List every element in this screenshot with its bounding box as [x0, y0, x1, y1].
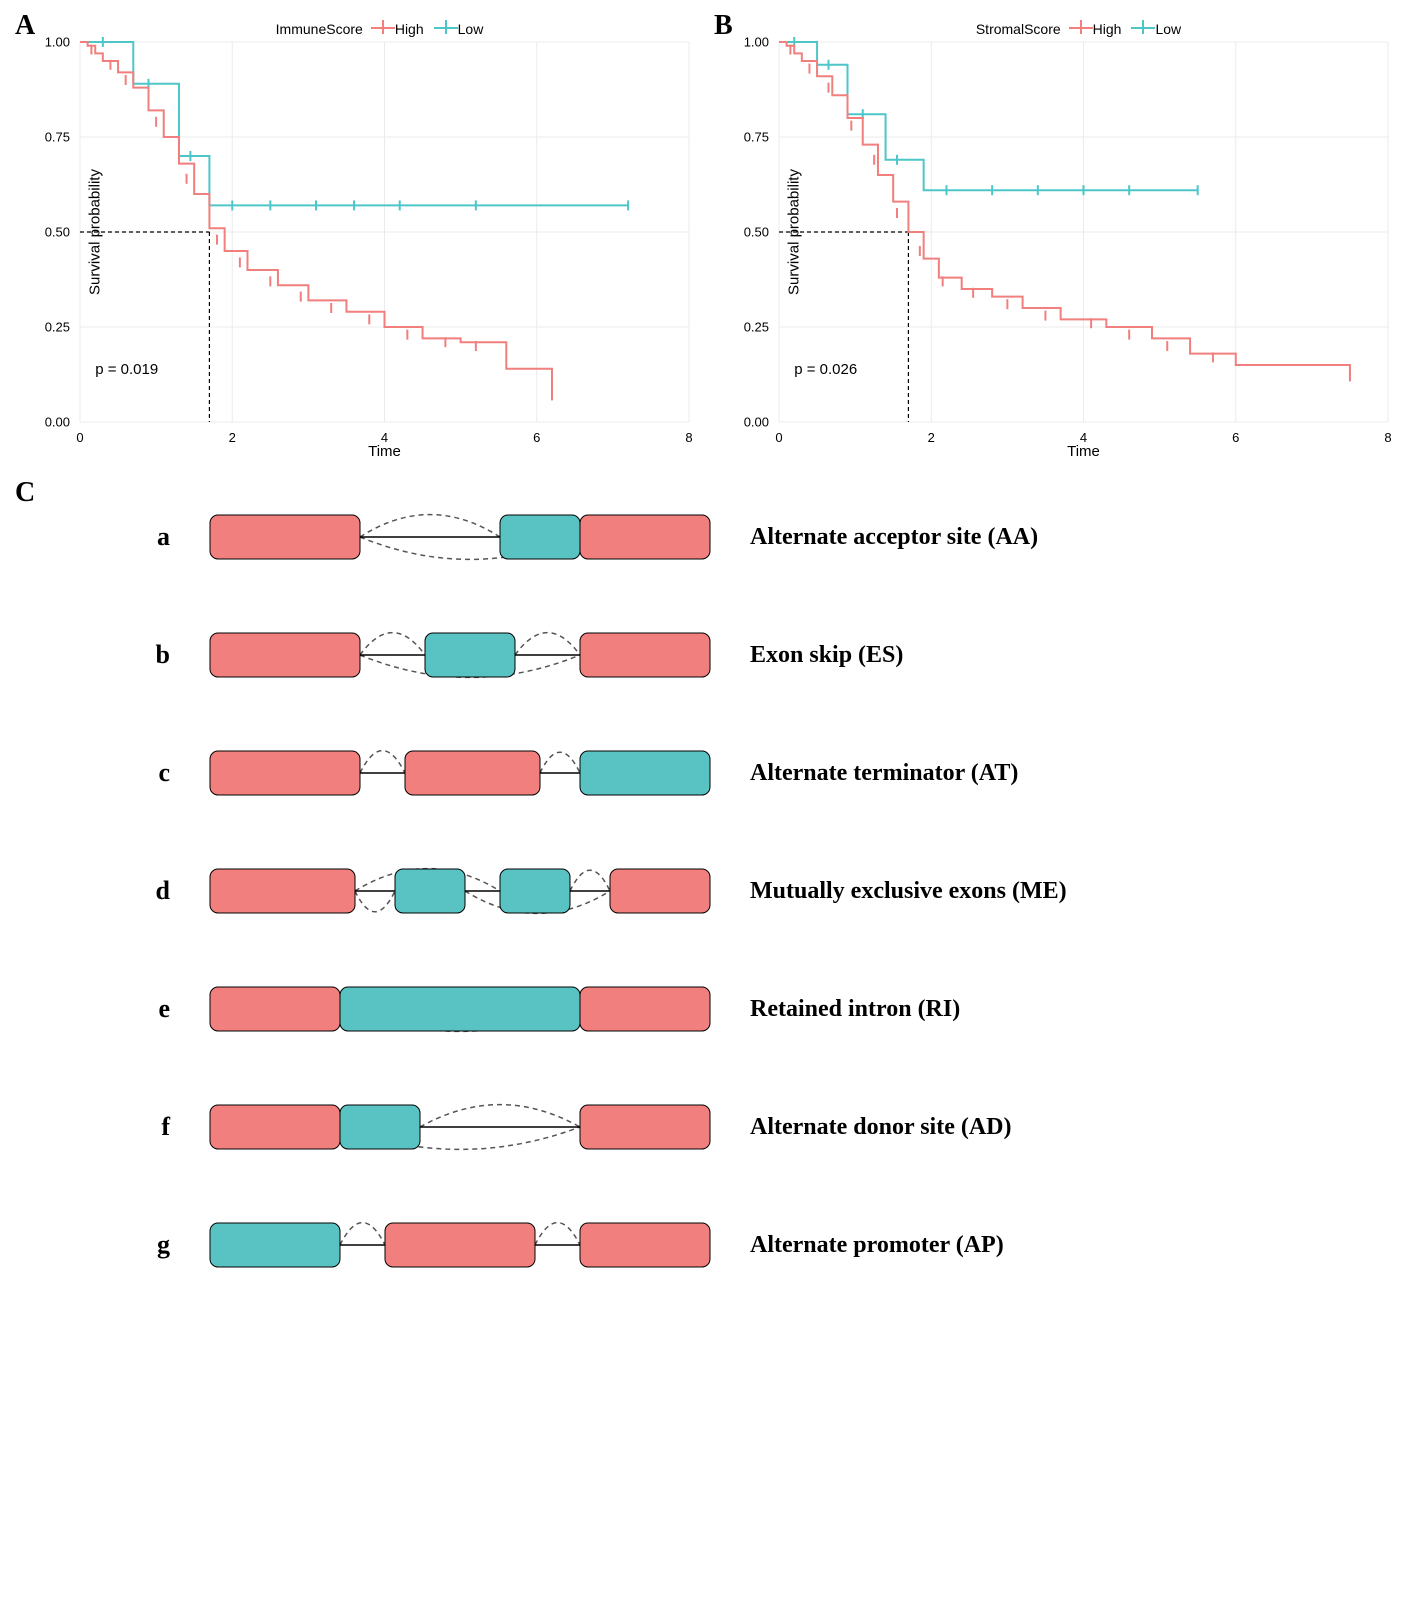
splice-row-a: a Alternate acceptor site (AA)	[60, 497, 1398, 577]
panel-a: A ImmuneScore HighLow Survival probabili…	[20, 20, 699, 467]
splice-row-e: e Retained intron (RI)	[60, 969, 1398, 1049]
x-tick-label: 0	[76, 430, 83, 445]
splice-diagram	[210, 969, 710, 1049]
p-value-label: p = 0.019	[95, 361, 158, 378]
panel-c-label: C	[15, 477, 35, 509]
top-row: A ImmuneScore HighLow Survival probabili…	[20, 20, 1398, 467]
splice-row-id: b	[60, 640, 170, 670]
splice-title: Alternate promoter (AP)	[750, 1232, 1398, 1259]
figure-root: A ImmuneScore HighLow Survival probabili…	[20, 20, 1398, 1285]
panel-b: B StromalScore HighLow Survival probabil…	[719, 20, 1398, 467]
x-tick-label: 2	[928, 430, 935, 445]
x-tick-label: 6	[533, 430, 540, 445]
legend-marker	[371, 20, 395, 34]
splice-title: Alternate donor site (AD)	[750, 1114, 1398, 1141]
panel-a-chart: Survival probability Time 0.000.250.500.…	[80, 42, 689, 422]
panel-c: C aAlternate acceptor site (AA)bExon ski…	[20, 497, 1398, 1285]
legend-label: High	[1093, 21, 1122, 37]
x-tick-label: 4	[381, 430, 388, 445]
splice-diagram	[210, 1087, 710, 1167]
y-tick-label: 0.75	[744, 130, 769, 145]
x-tick-label: 2	[229, 430, 236, 445]
panel-b-legend: StromalScore High Low	[769, 20, 1398, 37]
x-axis-label: Time	[368, 443, 401, 460]
x-tick-label: 8	[1384, 430, 1391, 445]
x-tick-label: 8	[685, 430, 692, 445]
panel-b-label: B	[714, 10, 733, 42]
legend-label: High	[395, 21, 424, 37]
splice-title: Mutually exclusive exons (ME)	[750, 878, 1398, 905]
splice-row-b: b Exon skip (ES)	[60, 615, 1398, 695]
p-value-label: p = 0.026	[794, 361, 857, 378]
y-tick-label: 0.25	[45, 320, 70, 335]
y-tick-label: 1.00	[45, 35, 70, 50]
legend-marker	[1131, 20, 1155, 34]
splice-row-id: e	[60, 994, 170, 1024]
panel-a-legend: ImmuneScore High Low	[70, 20, 699, 37]
splice-row-id: a	[60, 522, 170, 552]
x-axis-label: Time	[1067, 443, 1100, 460]
y-tick-label: 0.75	[45, 130, 70, 145]
splice-diagram	[210, 851, 710, 931]
splice-diagram	[210, 1205, 710, 1285]
splice-row-d: d Mutually exclusive exons (ME)	[60, 851, 1398, 931]
y-tick-label: 0.00	[45, 415, 70, 430]
legend-title: ImmuneScore	[276, 21, 363, 37]
splice-row-id: f	[60, 1112, 170, 1142]
splice-diagram	[210, 733, 710, 813]
y-tick-label: 1.00	[744, 35, 769, 50]
y-tick-label: 0.50	[45, 225, 70, 240]
splice-row-id: c	[60, 758, 170, 788]
legend-label: Low	[458, 21, 484, 37]
splice-title: Exon skip (ES)	[750, 642, 1398, 669]
panel-b-chart: Survival probability Time 0.000.250.500.…	[779, 42, 1388, 422]
splice-title: Retained intron (RI)	[750, 996, 1398, 1023]
splice-row-c: c Alternate terminator (AT)	[60, 733, 1398, 813]
legend-title: StromalScore	[976, 21, 1061, 37]
x-tick-label: 0	[775, 430, 782, 445]
y-axis-label: Survival probability	[86, 169, 103, 295]
splice-row-g: g Alternate promoter (AP)	[60, 1205, 1398, 1285]
splice-diagram	[210, 497, 710, 577]
splice-diagram	[210, 615, 710, 695]
x-tick-label: 6	[1232, 430, 1239, 445]
y-tick-label: 0.50	[744, 225, 769, 240]
splice-row-f: f Alternate donor site (AD)	[60, 1087, 1398, 1167]
legend-marker	[434, 20, 458, 34]
y-axis-label: Survival probability	[785, 169, 802, 295]
panel-a-label: A	[15, 10, 35, 42]
y-tick-label: 0.25	[744, 320, 769, 335]
splice-title: Alternate acceptor site (AA)	[750, 524, 1398, 551]
legend-label: Low	[1155, 21, 1181, 37]
splice-row-id: g	[60, 1230, 170, 1260]
y-tick-label: 0.00	[744, 415, 769, 430]
x-tick-label: 4	[1080, 430, 1087, 445]
legend-marker	[1069, 20, 1093, 34]
splice-row-id: d	[60, 876, 170, 906]
splice-title: Alternate terminator (AT)	[750, 760, 1398, 787]
